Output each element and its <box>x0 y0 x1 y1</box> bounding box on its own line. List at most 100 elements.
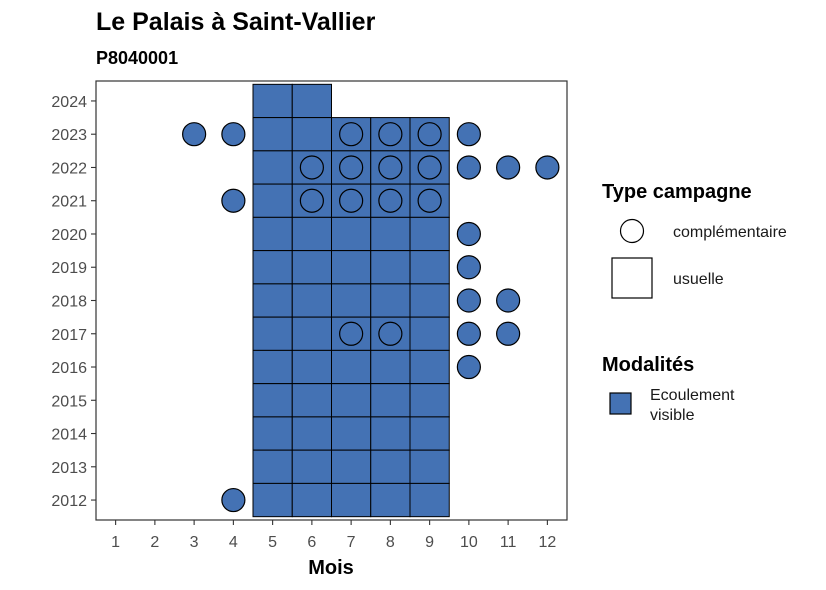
tile-usuelle-2017-5 <box>252 316 293 351</box>
tile-usuelle-2020-7 <box>331 216 372 252</box>
x-axis: 1 2 3 4 5 6 7 8 9 10 11 12 <box>111 520 556 551</box>
y-tick-label-2018: 2018 <box>51 294 87 311</box>
x-tick-label-3: 3 <box>190 534 199 551</box>
x-tick-label-12: 12 <box>538 534 556 551</box>
tile-usuelle-2012-6 <box>291 482 332 518</box>
x-tick-label-11: 11 <box>500 534 517 551</box>
chart-title: Le Palais à Saint-Vallier <box>96 8 376 36</box>
tile-usuelle-2019-5 <box>252 250 293 285</box>
tile-usuelle-2024-6 <box>291 83 332 119</box>
tile-usuelle-2012-9 <box>409 482 450 518</box>
tile-usuelle-2019-8 <box>370 250 411 285</box>
x-tick-label-6: 6 <box>307 534 316 551</box>
tile-usuelle-2018-9 <box>409 283 450 318</box>
x-tick-label-9: 9 <box>425 534 434 551</box>
tile-usuelle-2013-7 <box>331 449 372 484</box>
point-complementaire-2022-9 <box>417 155 442 180</box>
point-complementaire-2022-12 <box>535 155 560 180</box>
tile-usuelle-2015-5 <box>252 383 293 418</box>
tile-usuelle-2017-9 <box>409 316 450 351</box>
x-tick-label-2: 2 <box>150 534 159 551</box>
tile-usuelle-2015-7 <box>331 383 372 418</box>
x-tick-label-1: 1 <box>111 534 120 551</box>
legend-modalite-label-line1: Ecoulement <box>650 387 735 404</box>
legend-modalite-label-line2: visible <box>650 407 695 424</box>
tile-usuelle-2013-5 <box>252 449 293 484</box>
legend-modalites-title: Modalités <box>602 354 694 376</box>
tile-usuelle-2020-6 <box>291 216 332 252</box>
tile-usuelle-2020-5 <box>252 216 293 252</box>
point-complementaire-2023-10 <box>456 122 481 147</box>
y-tick-label-2014: 2014 <box>51 427 87 444</box>
point-complementaire-2023-8 <box>378 122 403 147</box>
y-tick-label-2020: 2020 <box>51 227 87 244</box>
x-tick-label-8: 8 <box>386 534 395 551</box>
y-tick-label-2013: 2013 <box>51 460 87 477</box>
legend-modalite-swatch <box>609 392 632 415</box>
x-tick-label-10: 10 <box>460 534 478 551</box>
point-complementaire-2023-3 <box>182 122 207 147</box>
tile-usuelle-2016-8 <box>370 349 411 385</box>
tile-usuelle-2014-6 <box>291 416 332 451</box>
point-complementaire-2022-6 <box>299 155 324 180</box>
legend-type-title: Type campagne <box>602 181 752 203</box>
plot-area <box>95 80 568 521</box>
legend-item-complementaire: complémentaire <box>673 224 787 241</box>
point-complementaire-2023-7 <box>339 122 364 147</box>
tile-usuelle-2018-5 <box>252 283 293 318</box>
y-tick-label-2021: 2021 <box>51 194 87 211</box>
point-complementaire-2022-8 <box>378 155 403 180</box>
tile-usuelle-2023-5 <box>252 117 293 152</box>
x-tick-label-5: 5 <box>268 534 277 551</box>
point-complementaire-2022-11 <box>496 155 521 180</box>
legend-item-usuelle: usuelle <box>673 271 724 288</box>
tile-usuelle-2019-6 <box>291 250 332 285</box>
y-tick-label-2019: 2019 <box>51 260 87 277</box>
legend-modalites: Modalités Ecoulement visible <box>602 354 735 424</box>
point-complementaire-2022-10 <box>456 155 481 180</box>
tile-usuelle-2015-8 <box>370 383 411 418</box>
tile-usuelle-2021-5 <box>252 183 293 218</box>
tile-usuelle-2014-8 <box>370 416 411 451</box>
y-tick-label-2015: 2015 <box>51 393 87 410</box>
tile-usuelle-2012-8 <box>370 482 411 518</box>
point-complementaire-2023-4 <box>221 122 246 147</box>
point-complementaire-2017-11 <box>496 321 521 346</box>
legend-square-symbol <box>611 257 653 299</box>
tile-usuelle-2013-6 <box>291 449 332 484</box>
tile-usuelle-2020-9 <box>409 216 450 252</box>
y-tick-label-2024: 2024 <box>51 94 87 111</box>
point-complementaire-2020-10 <box>456 221 481 247</box>
tile-usuelle-2016-7 <box>331 349 372 385</box>
point-complementaire-2021-7 <box>339 188 364 213</box>
point-complementaire-2012-4 <box>221 487 246 513</box>
point-complementaire-2021-6 <box>299 188 324 213</box>
tile-usuelle-2015-6 <box>291 383 332 418</box>
y-axis: 2012 2013 2014 2015 2016 2017 2018 2019 2020 2021… <box>51 94 96 510</box>
tile-usuelle-2018-8 <box>370 283 411 318</box>
tile-usuelle-2018-7 <box>331 283 372 318</box>
y-tick-label-2016: 2016 <box>51 360 87 377</box>
tile-usuelle-2016-9 <box>409 349 450 385</box>
point-complementaire-2017-8 <box>378 321 403 346</box>
tile-usuelle-2013-9 <box>409 449 450 484</box>
tile-usuelle-2016-6 <box>291 349 332 385</box>
tile-usuelle-2012-7 <box>331 482 372 518</box>
tile-usuelle-2018-6 <box>291 283 332 318</box>
point-complementaire-2021-8 <box>378 188 403 213</box>
point-complementaire-2018-10 <box>456 288 481 313</box>
y-tick-label-2017: 2017 <box>51 327 87 344</box>
tile-usuelle-2012-5 <box>252 482 293 518</box>
point-complementaire-2022-7 <box>339 155 364 180</box>
point-complementaire-2017-10 <box>456 321 481 346</box>
point-complementaire-2016-10 <box>456 354 481 380</box>
x-tick-label-7: 7 <box>347 534 356 551</box>
tile-usuelle-2020-8 <box>370 216 411 252</box>
x-tick-label-4: 4 <box>229 534 238 551</box>
tile-usuelle-2019-7 <box>331 250 372 285</box>
tile-usuelle-2019-9 <box>409 250 450 285</box>
tile-usuelle-2014-9 <box>409 416 450 451</box>
point-complementaire-2017-7 <box>339 321 364 346</box>
tile-usuelle-2017-6 <box>291 316 332 351</box>
